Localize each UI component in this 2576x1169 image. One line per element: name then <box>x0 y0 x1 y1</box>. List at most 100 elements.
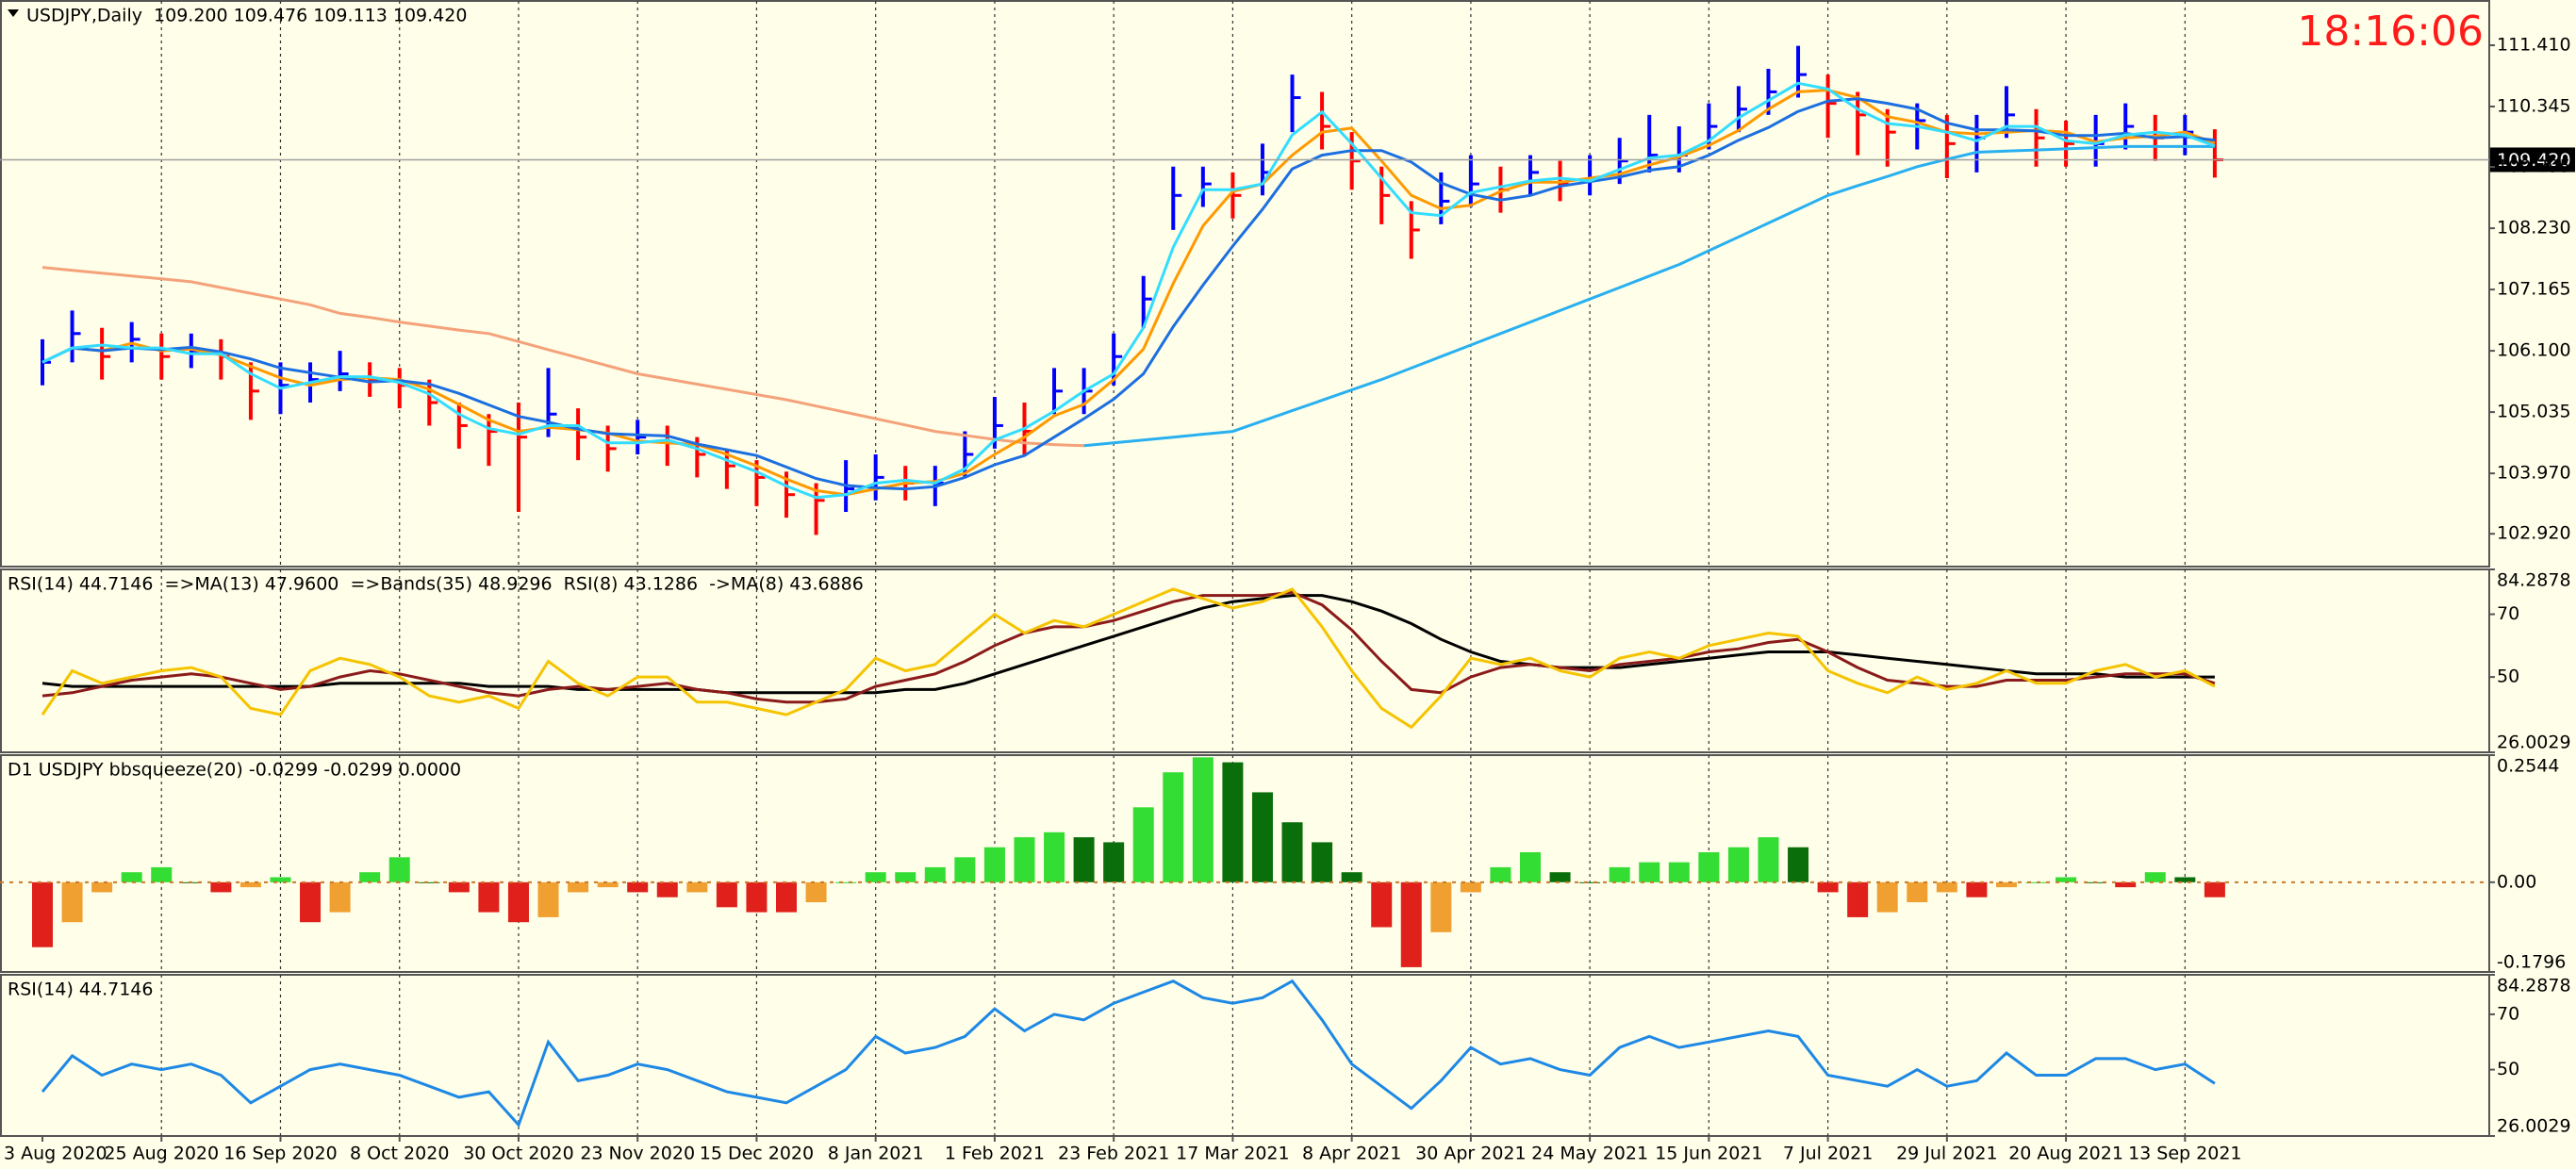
histogram-bar <box>537 881 559 917</box>
x-tick-label: 24 May 2021 <box>1531 1144 1648 1164</box>
panel-title: USDJPY,Daily 109.200 109.476 109.113 109… <box>26 6 467 26</box>
panel-title: D1 USDJPY bbsqueeze(20) -0.0299 -0.0299 … <box>8 760 461 781</box>
histogram-bar <box>2204 881 2225 897</box>
main-panel <box>0 0 2490 568</box>
histogram-bar <box>1788 847 1809 882</box>
x-tick-label: 8 Oct 2020 <box>350 1144 449 1164</box>
indicator-line <box>41 266 1084 448</box>
panel-borders <box>0 0 2490 1137</box>
histogram-bar <box>1579 881 1601 883</box>
histogram-bar <box>507 881 529 923</box>
current-price-label: 109.420 <box>2497 150 2571 171</box>
histogram-bar <box>1460 881 1481 893</box>
histogram-bar <box>746 881 768 913</box>
y-tick-label: 50 <box>2497 667 2519 687</box>
x-tick-label: 30 Apr 2021 <box>1415 1144 1526 1164</box>
squeeze-panel <box>0 754 2490 973</box>
histogram-bar <box>61 881 83 923</box>
y-tick-label: 84.2878 <box>2497 570 2571 591</box>
indicator-line <box>41 587 2216 730</box>
histogram-bar <box>270 877 291 882</box>
y-tick-label: 26.0029 <box>2497 733 2571 753</box>
rsi-panel <box>0 568 2490 753</box>
indicator-line <box>41 979 2216 1128</box>
clock: 18:16:06 <box>2297 8 2484 56</box>
y-tick-label: 0.00 <box>2497 871 2536 892</box>
y-tick-label: 50 <box>2497 1059 2519 1079</box>
histogram-bar <box>1341 872 1362 882</box>
histogram-bar <box>359 872 381 882</box>
y-tick-label: 70 <box>2497 1003 2519 1024</box>
histogram-bar <box>627 881 649 893</box>
histogram-bar <box>776 881 797 913</box>
indicator-line <box>41 97 2216 491</box>
histogram-bar <box>32 881 53 947</box>
x-tick-label: 15 Jun 2021 <box>1655 1144 1762 1164</box>
histogram-bar <box>121 872 142 882</box>
x-tick-label: 17 Mar 2021 <box>1176 1144 1289 1164</box>
histogram-bar <box>151 866 173 882</box>
histogram-bar <box>924 866 946 882</box>
histogram-bar <box>805 881 827 903</box>
y-tick-label: 26.0029 <box>2497 1116 2571 1137</box>
histogram-bar <box>1936 881 1957 893</box>
histogram-bar <box>1907 881 1928 903</box>
histogram-bar <box>1400 881 1422 967</box>
histogram-bar <box>1371 881 1393 928</box>
histogram-bar <box>239 881 261 888</box>
histogram-bar <box>865 872 886 882</box>
y-tick-label: 108.230 <box>2497 218 2571 239</box>
x-tick-label: 29 Jul 2021 <box>1896 1144 1998 1164</box>
histogram-bar <box>1281 822 1303 882</box>
histogram-bar <box>478 881 500 913</box>
y-tick-label: 84.2878 <box>2497 976 2571 996</box>
x-tick-label: 8 Apr 2021 <box>1302 1144 1401 1164</box>
histogram-bar <box>954 857 976 882</box>
histogram-bar <box>1103 842 1125 882</box>
x-tick-label: 23 Nov 2020 <box>580 1144 695 1164</box>
histogram-bar <box>2115 881 2137 888</box>
x-tick-label: 7 Jul 2021 <box>1783 1144 1873 1164</box>
menu-triangle[interactable] <box>8 9 19 17</box>
histogram-bar <box>2025 881 2047 883</box>
histogram-bar <box>419 881 440 883</box>
y-tick-label: 109.295 <box>2497 156 2571 177</box>
histogram-bar <box>1966 881 1988 897</box>
histogram-bar <box>448 881 470 893</box>
histogram-bar <box>1520 852 1541 882</box>
histogram-bar <box>568 881 589 893</box>
x-tick-label: 16 Sep 2020 <box>223 1144 337 1164</box>
histogram-bar <box>1073 837 1095 882</box>
histogram-bar <box>656 881 678 897</box>
histogram-bar <box>895 872 916 882</box>
histogram-bar <box>1609 866 1630 882</box>
x-tick-label: 13 Sep 2021 <box>2128 1144 2241 1164</box>
x-tick-label: 8 Jan 2021 <box>828 1144 924 1164</box>
x-tick-label: 3 Aug 2020 <box>4 1144 107 1164</box>
histogram-bar <box>1163 772 1184 882</box>
indicator-line <box>1083 144 2215 448</box>
histogram-bar <box>388 857 410 882</box>
x-tick-label: 20 Aug 2021 <box>2008 1144 2123 1164</box>
histogram-bar <box>1014 837 1035 882</box>
histogram-bar <box>1132 807 1154 882</box>
y-tick-label: 110.345 <box>2497 96 2571 117</box>
x-tick-label: 30 Oct 2020 <box>463 1144 573 1164</box>
histogram-bar <box>1698 852 1720 882</box>
histogram-bar <box>686 881 708 893</box>
y-tick-label: 0.2544 <box>2497 756 2559 777</box>
histogram-bar <box>597 881 619 888</box>
rsi14-panel <box>0 974 2490 1137</box>
indicator-line <box>41 81 2216 500</box>
histogram-bar <box>1222 762 1244 882</box>
y-tick-label: 102.920 <box>2497 523 2571 544</box>
y-tick-label: 111.410 <box>2497 34 2571 55</box>
y-tick-label: 107.165 <box>2497 279 2571 300</box>
x-tick-label: 25 Aug 2020 <box>104 1144 219 1164</box>
histogram-bar <box>2144 872 2166 882</box>
histogram-bar <box>1995 881 2017 888</box>
panel-title: RSI(14) 44.7146 =>MA(13) 47.9600 =>Bands… <box>8 574 864 595</box>
indicator-line <box>41 594 2215 695</box>
